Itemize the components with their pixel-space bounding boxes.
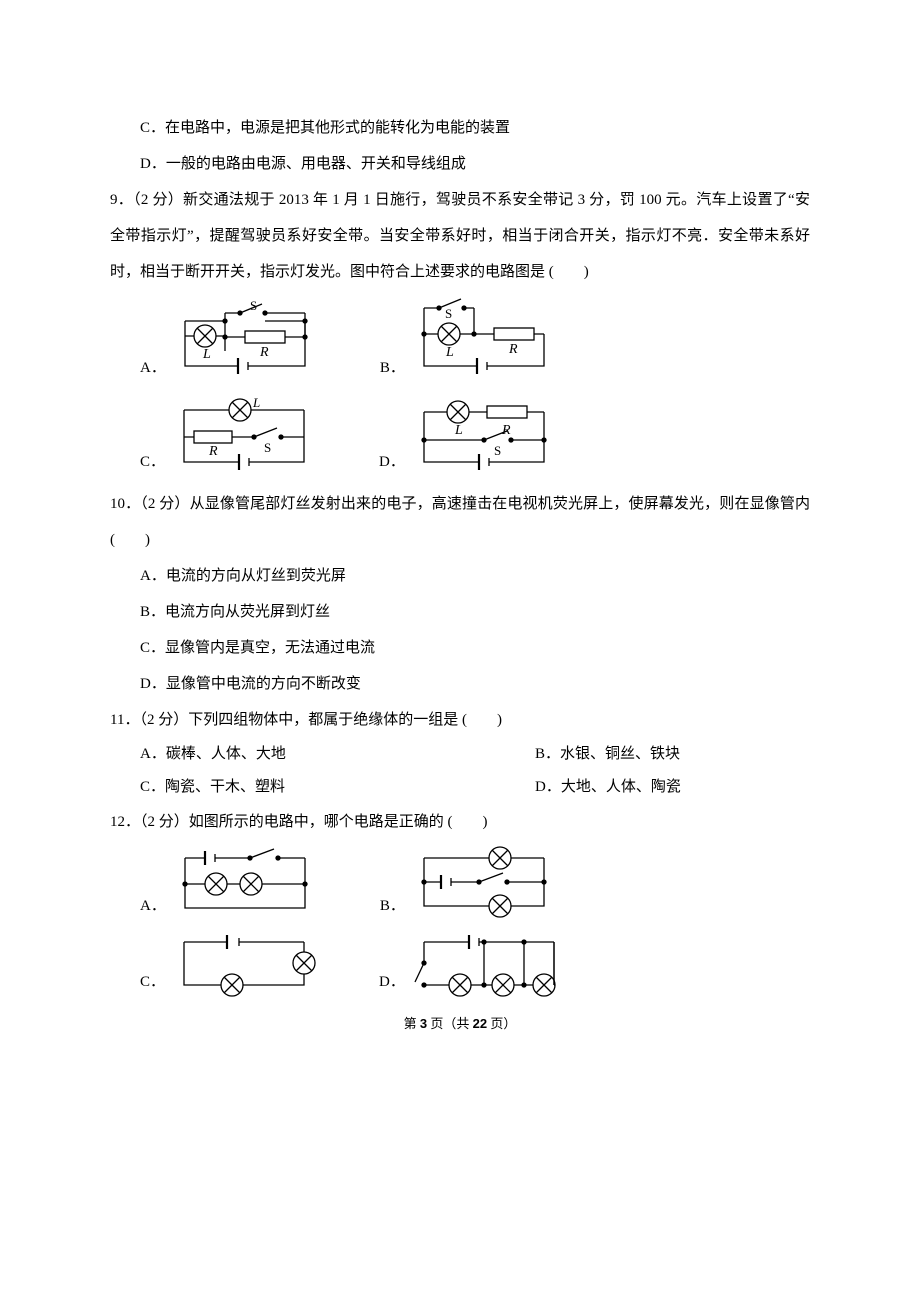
svg-text:R: R	[259, 345, 269, 360]
q11-d: D．大地、人体、陶瓷	[535, 771, 810, 804]
q11-c: C．陶瓷、干木、塑料	[140, 771, 415, 804]
circuit-9a: L R S	[170, 296, 320, 386]
svg-text:R: R	[501, 423, 511, 438]
q12-d-label: D．	[379, 964, 405, 1000]
q11-a: A．碳棒、人体、大地	[140, 738, 415, 771]
circuit-12d	[409, 930, 569, 1000]
q10-b: B．电流方向从荧光屏到灯丝	[110, 594, 810, 630]
circuit-12c	[169, 930, 319, 1000]
q10-stem: 10．（2 分）从显像管尾部灯丝发射出来的电子，高速撞击在电视机荧光屏上，使屏幕…	[110, 486, 810, 558]
svg-text:R: R	[208, 444, 218, 459]
svg-text:S: S	[264, 440, 271, 455]
q9-option-d: D． L R S	[379, 392, 559, 480]
q9-option-b: B． S L R	[380, 296, 559, 386]
footer-mid: 页（共	[427, 1016, 473, 1031]
svg-text:R: R	[508, 342, 518, 357]
svg-text:L: L	[202, 347, 211, 362]
q10-c: C．显像管内是真空，无法通过电流	[110, 630, 810, 666]
q12-option-c: C．	[140, 930, 319, 1000]
q9-stem: 9．（2 分）新交通法规于 2013 年 1 月 1 日施行，驾驶员不系安全带记…	[110, 182, 810, 290]
circuit-12b	[409, 846, 559, 924]
q9-c-label: C．	[140, 444, 165, 480]
q12-option-b: B．	[380, 846, 559, 924]
q11-b: B．水银、铜丝、铁块	[535, 738, 810, 771]
q12-stem: 12．（2 分）如图所示的电路中，哪个电路是正确的 ( )	[110, 804, 810, 840]
page-footer: 第 3 页（共 22 页）	[110, 1008, 810, 1039]
q12-row2: C．	[140, 930, 810, 1000]
circuit-9c: L R S	[169, 392, 319, 480]
q11-options: A．碳棒、人体、大地 C．陶瓷、干木、塑料 B．水银、铜丝、铁块 D．大地、人体…	[110, 738, 810, 804]
q9-d-label: D．	[379, 444, 405, 480]
footer-total: 22	[473, 1016, 487, 1031]
q9-option-a: A． L R S	[140, 296, 320, 386]
q9-a-label: A．	[140, 350, 166, 386]
svg-text:L: L	[454, 423, 463, 438]
q12-option-a: A．	[140, 846, 320, 924]
footer-suffix: 页）	[487, 1016, 516, 1031]
q12-b-label: B．	[380, 888, 405, 924]
svg-text:L: L	[445, 345, 454, 360]
q12-option-d: D．	[379, 930, 569, 1000]
q11-stem: 11．（2 分）下列四组物体中，都属于绝缘体的一组是 ( )	[110, 702, 810, 738]
circuit-12a	[170, 846, 320, 924]
q12-row1: A． B．	[140, 846, 810, 924]
q9-row2: C． L R S D．	[140, 392, 810, 480]
q9-option-c: C． L R S	[140, 392, 319, 480]
svg-text:S: S	[250, 298, 257, 313]
prev-option-c: C．在电路中，电源是把其他形式的能转化为电能的装置	[110, 110, 810, 146]
footer-prefix: 第	[404, 1016, 420, 1031]
q12-c-label: C．	[140, 964, 165, 1000]
q9-row1: A． L R S	[140, 296, 810, 386]
q10-d: D．显像管中电流的方向不断改变	[110, 666, 810, 702]
svg-text:L: L	[252, 395, 260, 410]
circuit-9d: L R S	[409, 392, 559, 480]
q9-b-label: B．	[380, 350, 405, 386]
prev-option-d: D．一般的电路由电源、用电器、开关和导线组成	[110, 146, 810, 182]
q12-a-label: A．	[140, 888, 166, 924]
q10-a: A．电流的方向从灯丝到荧光屏	[110, 558, 810, 594]
circuit-9b: S L R	[409, 296, 559, 386]
svg-text:S: S	[445, 306, 452, 321]
svg-text:S: S	[494, 443, 501, 458]
